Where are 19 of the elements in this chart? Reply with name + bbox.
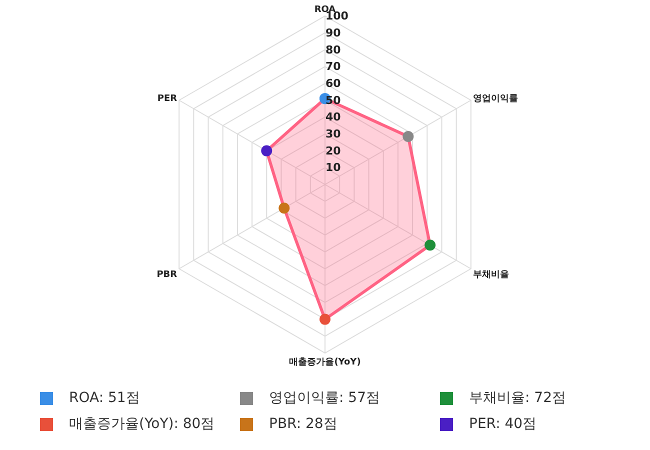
y-tick-label: 80 (326, 43, 342, 56)
spoke-label: PER (157, 94, 178, 104)
text: PER: 40점 (469, 415, 537, 433)
spoke-label: 매출증가율(YoY) (289, 356, 361, 368)
text: 매출증가율(YoY): 80점 (69, 415, 215, 433)
spoke-label: 부채비율 (472, 270, 509, 280)
text: 부채비율: 72점 (469, 389, 566, 407)
text: 영업이익률: 57점 (269, 389, 380, 407)
y-tick-label: 90 (326, 26, 342, 40)
y-tick-label: 20 (326, 144, 342, 158)
y-tick-label: 10 (326, 161, 342, 174)
text: ROA: 51점 (69, 389, 140, 407)
y-tick-label: 30 (326, 128, 342, 141)
y-tick-label: 40 (326, 110, 342, 124)
spoke-label: PBR (156, 270, 178, 280)
y-tick-label: 60 (326, 76, 342, 90)
spoke-label: 영업이익률 (472, 94, 518, 104)
text: PBR: 28점 (269, 415, 338, 433)
y-tick-label: 70 (326, 60, 342, 74)
